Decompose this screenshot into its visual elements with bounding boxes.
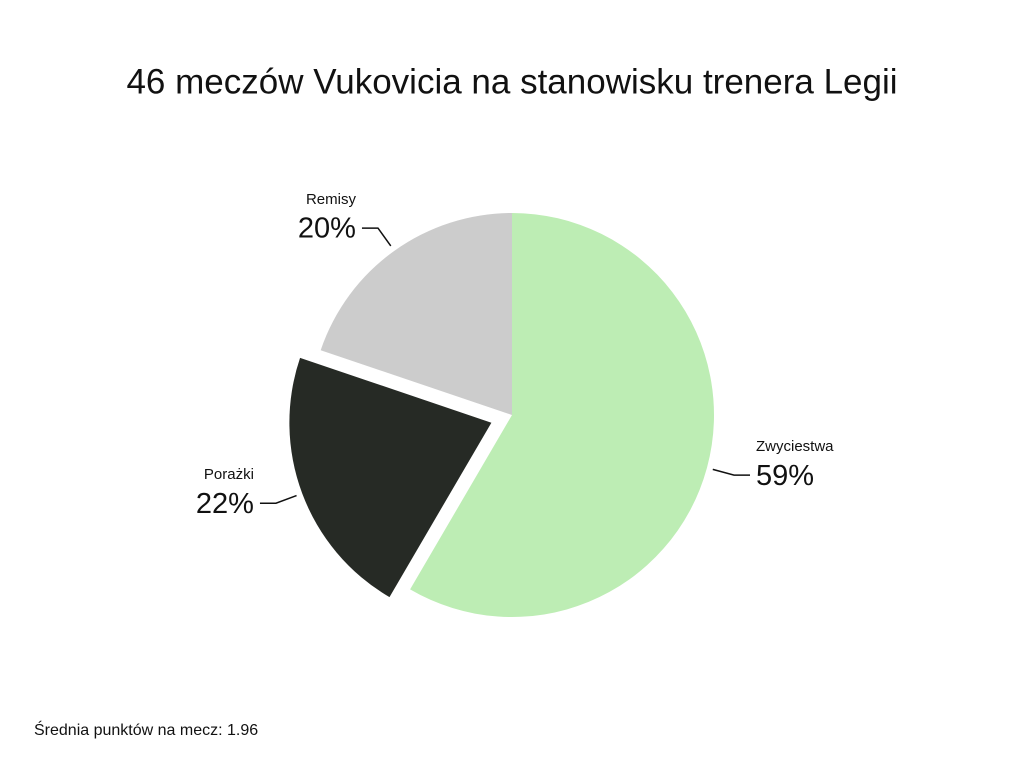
pie-slice bbox=[410, 213, 714, 617]
value-label: 20% bbox=[298, 213, 356, 245]
leader-line bbox=[361, 227, 392, 247]
leader-line bbox=[259, 494, 297, 504]
pie-slice bbox=[320, 212, 512, 415]
slice-label: Porażki bbox=[204, 466, 254, 483]
slice-label: Zwyciestwa bbox=[756, 438, 834, 455]
value-label: 59% bbox=[756, 460, 814, 492]
leader-line bbox=[712, 468, 751, 476]
note: Średnia punktów na mecz: 1.96 bbox=[34, 720, 258, 739]
slice-label: Remisy bbox=[306, 191, 357, 208]
value-label: 22% bbox=[196, 488, 254, 520]
pie-slice bbox=[289, 357, 492, 598]
chart-title: 46 meczów Vukovicia na stanowisku trener… bbox=[126, 62, 897, 101]
